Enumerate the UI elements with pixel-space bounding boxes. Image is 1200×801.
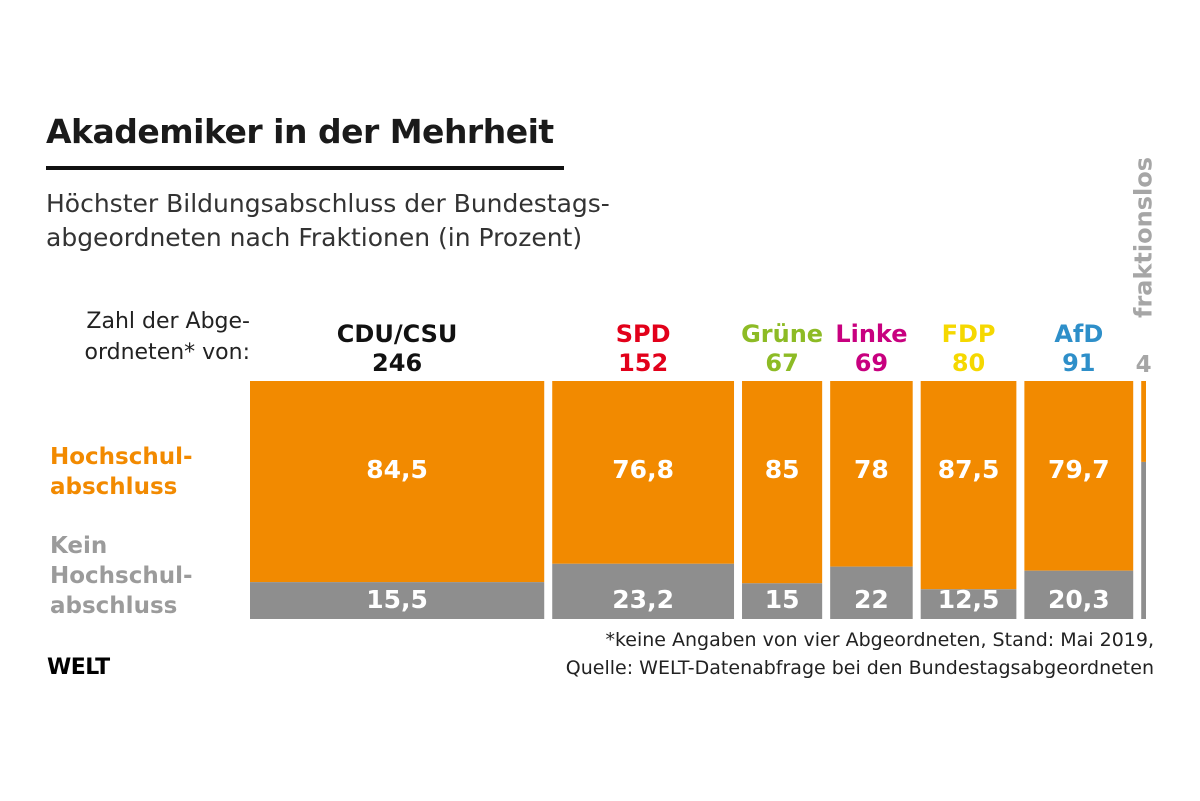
value-label-spd-hochschul: 76,8 bbox=[612, 455, 674, 484]
bar-spd-hochschul bbox=[552, 381, 735, 564]
value-label-linke-hochschul: 78 bbox=[854, 455, 889, 484]
value-label-afd-hochschul: 79,7 bbox=[1048, 455, 1110, 484]
bar-fdp-kein bbox=[920, 589, 1017, 619]
member-count-label-line-1: Zahl der Abge- bbox=[86, 309, 250, 334]
legend-hochschul: Hochschul- abschluss bbox=[50, 442, 193, 502]
legend-hochschul-line-1: Hochschul- bbox=[50, 444, 193, 470]
party-label-cdu-csu: CDU/CSU bbox=[337, 320, 458, 348]
bar-fraktionslos-hochschul bbox=[1141, 381, 1146, 462]
value-label-linke-kein: 22 bbox=[854, 585, 889, 614]
count-fraktionslos: 4 bbox=[1136, 352, 1152, 378]
footnote-text: *keine Angaben von vier Abgeordneten, St… bbox=[605, 629, 1154, 651]
value-label-cdu-csu-kein: 15,5 bbox=[366, 585, 428, 614]
legend-kein-line-2: Hochschul- bbox=[50, 563, 193, 589]
chart-title: Akademiker in der Mehrheit bbox=[46, 112, 554, 151]
legend-kein-hochschul: Kein Hochschul- abschluss bbox=[50, 531, 193, 621]
member-count-label: Zahl der Abge- ordneten* von: bbox=[44, 306, 251, 368]
bar-cdu-csu-kein bbox=[250, 582, 545, 619]
subtitle-line-1: Höchster Bildungsabschluss der Bundestag… bbox=[46, 189, 610, 218]
source-text: Quelle: WELT-Datenabfrage bei den Bundes… bbox=[565, 657, 1154, 679]
value-label-spd-kein: 23,2 bbox=[612, 585, 674, 614]
party-label-fraktionslos: fraktionslos bbox=[1130, 157, 1158, 318]
bar-afd-hochschul bbox=[1024, 381, 1134, 571]
bar-spd-kein bbox=[552, 563, 735, 619]
value-label-gruene-kein: 15 bbox=[765, 585, 800, 614]
legend-hochschul-line-2: abschluss bbox=[50, 474, 178, 500]
party-label-spd: SPD bbox=[616, 320, 671, 348]
legend-kein-line-3: abschluss bbox=[50, 593, 178, 619]
party-label-fdp: FDP bbox=[942, 320, 996, 348]
bar-afd-kein bbox=[1024, 570, 1134, 619]
legend-kein-line-1: Kein bbox=[50, 533, 108, 559]
value-label-cdu-csu-hochschul: 84,5 bbox=[366, 455, 428, 484]
bar-gruene-hochschul bbox=[742, 381, 823, 584]
subtitle-line-2: abgeordneten nach Fraktionen (in Prozent… bbox=[46, 223, 583, 252]
party-label-afd: AfD bbox=[1054, 320, 1103, 348]
value-label-fdp-kein: 12,5 bbox=[938, 585, 1000, 614]
title-underline bbox=[46, 166, 564, 170]
bar-fraktionslos-kein bbox=[1141, 461, 1146, 619]
count-cdu-csu: 246 bbox=[372, 349, 422, 377]
bar-fdp-hochschul bbox=[920, 381, 1017, 590]
count-linke: 69 bbox=[855, 349, 888, 377]
party-label-linke: Linke bbox=[835, 320, 907, 348]
member-count-label-line-2: ordneten* von: bbox=[84, 340, 251, 365]
bar-cdu-csu-hochschul bbox=[250, 381, 545, 583]
count-fdp: 80 bbox=[952, 349, 985, 377]
source-note: *keine Angaben von vier Abgeordneten, St… bbox=[566, 626, 1154, 682]
welt-logo: WELT bbox=[47, 655, 110, 680]
bar-linke-hochschul bbox=[830, 381, 913, 567]
value-label-gruene-hochschul: 85 bbox=[765, 455, 800, 484]
value-label-fdp-hochschul: 87,5 bbox=[938, 455, 1000, 484]
count-spd: 152 bbox=[618, 349, 668, 377]
bar-linke-kein bbox=[830, 566, 913, 619]
count-gruene: 67 bbox=[765, 349, 798, 377]
party-label-gruene: Grüne bbox=[741, 320, 823, 348]
bar-gruene-kein bbox=[742, 583, 823, 619]
value-label-afd-kein: 20,3 bbox=[1048, 585, 1110, 614]
chart-subtitle: Höchster Bildungsabschluss der Bundestag… bbox=[46, 187, 610, 255]
count-afd: 91 bbox=[1062, 349, 1095, 377]
